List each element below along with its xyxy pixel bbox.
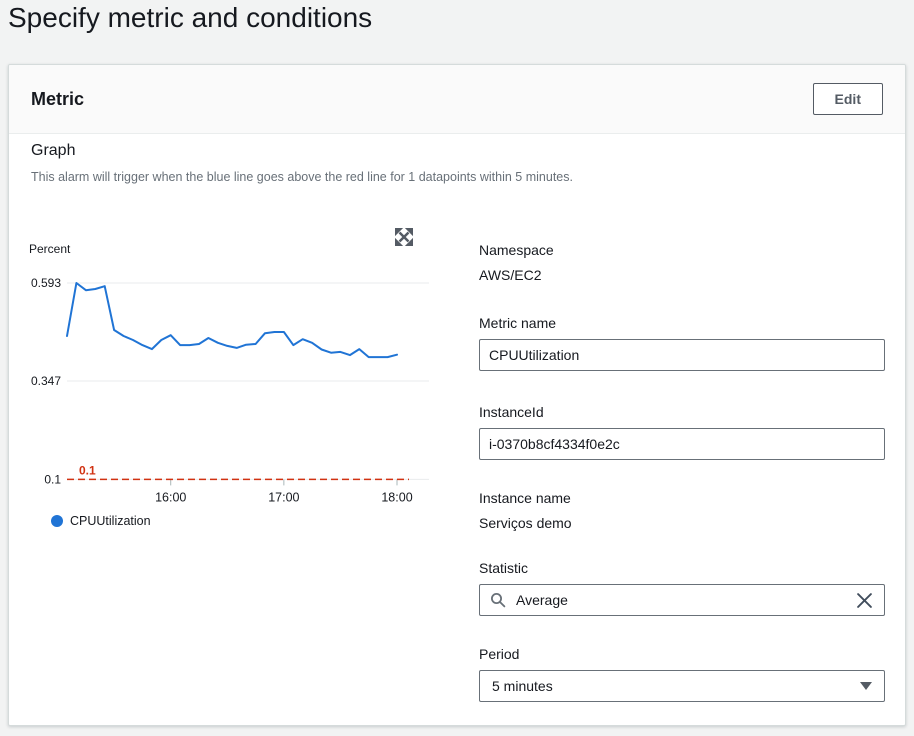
caret-down-icon [860, 682, 872, 690]
instance-name-value: Serviços demo [479, 515, 572, 531]
statistic-label: Statistic [479, 560, 529, 576]
page-title: Specify metric and conditions [8, 2, 373, 33]
svg-text:0.593: 0.593 [31, 276, 61, 290]
svg-text:16:00: 16:00 [155, 490, 186, 504]
instance-id-label: InstanceId [479, 404, 544, 420]
metric-line-chart: 0.593 0.347 0.1 16:00 17:00 18:00 0.1 [31, 276, 429, 504]
instance-id-input[interactable] [479, 428, 885, 460]
statistic-field: Statistic [479, 558, 885, 616]
namespace-field: Namespace AWS/EC2 [479, 240, 885, 285]
metric-card: Metric Edit Graph This alarm will trigge… [8, 64, 906, 726]
period-selected-value: 5 minutes [492, 678, 553, 694]
instance-id-field: InstanceId [479, 402, 885, 460]
instance-name-field: Instance name Serviços demo [479, 488, 885, 533]
period-select[interactable]: 5 minutes [479, 670, 885, 702]
metric-name-input[interactable] [479, 339, 885, 371]
chart-unit-label: Percent [29, 242, 71, 256]
metric-name-field: Metric name [479, 313, 885, 371]
metric-name-label: Metric name [479, 315, 557, 331]
legend-label: CPUUtilization [70, 514, 151, 528]
x-icon [857, 592, 872, 608]
graph-description: This alarm will trigger when the blue li… [31, 170, 573, 184]
edit-button[interactable]: Edit [812, 83, 883, 115]
magnifier-icon [490, 592, 506, 608]
instance-name-label: Instance name [479, 490, 571, 506]
svg-text:18:00: 18:00 [381, 490, 412, 504]
period-field: Period 5 minutes [479, 644, 885, 702]
period-label: Period [479, 646, 520, 662]
svg-text:0.1: 0.1 [44, 472, 61, 486]
metric-card-header: Metric Edit [9, 65, 905, 134]
statistic-input-wrap [479, 584, 885, 616]
statistic-input[interactable] [514, 585, 847, 615]
clear-statistic-button[interactable] [855, 591, 874, 610]
card-title: Metric [31, 88, 85, 109]
graph-section-label: Graph [31, 142, 76, 159]
svg-text:0.347: 0.347 [31, 374, 61, 388]
svg-text:0.1: 0.1 [79, 463, 96, 477]
chart-panel: Percent 0.593 0.347 0.1 16:00 17:00 18:00 0.1 … [21, 220, 453, 550]
namespace-value: AWS/EC2 [479, 267, 542, 283]
metric-card-body: Graph This alarm will trigger when the b… [9, 134, 905, 725]
svg-text:17:00: 17:00 [268, 490, 299, 504]
namespace-label: Namespace [479, 242, 554, 258]
chart-legend: CPUUtilization [51, 514, 151, 528]
legend-dot-icon [51, 515, 63, 527]
expand-arrows-icon[interactable] [393, 226, 415, 248]
